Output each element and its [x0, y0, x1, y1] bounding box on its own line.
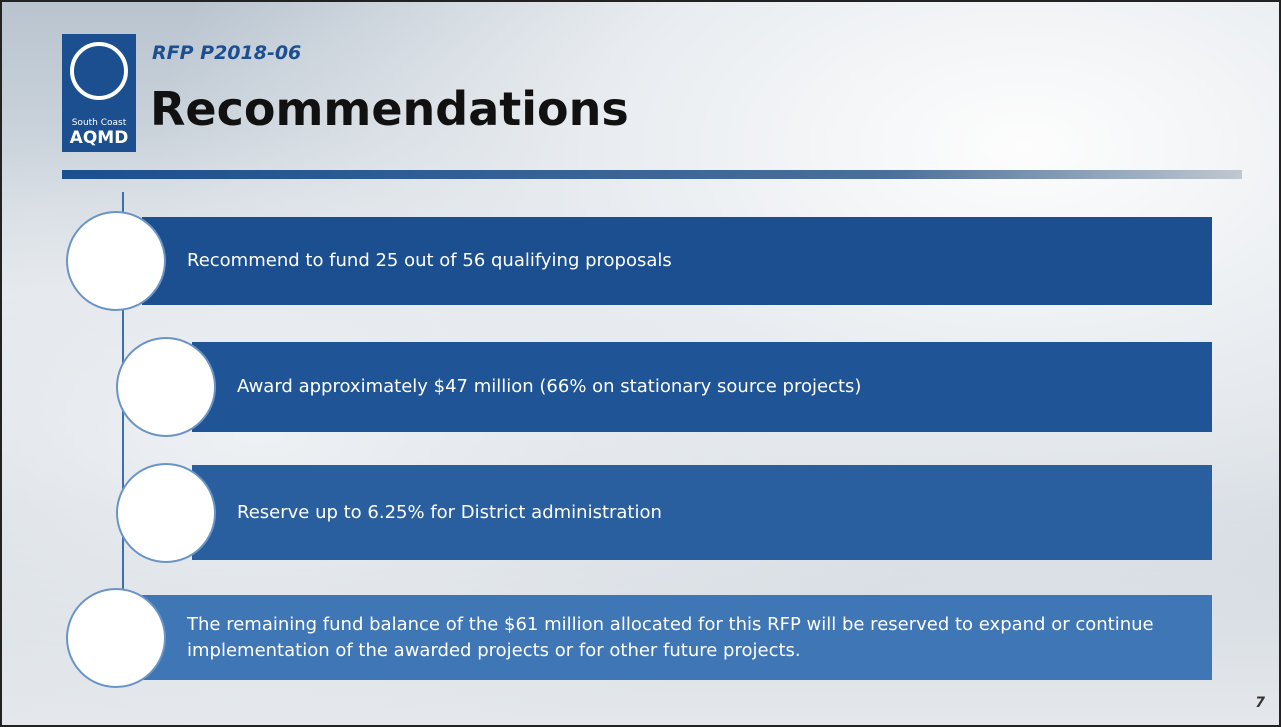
item-text: Reserve up to 6.25% for District adminis…	[237, 501, 662, 523]
item-circle	[116, 337, 216, 437]
item-text: The remaining fund balance of the $61 mi…	[187, 614, 1154, 661]
rule	[62, 170, 1242, 179]
logo-abbr: AQMD	[69, 128, 129, 148]
subtitle: RFP P2018-06	[152, 42, 302, 64]
logo: South Coast AQMD	[62, 34, 136, 152]
item-circle	[116, 462, 216, 563]
item-text: Recommend to fund 25 out of 56 qualifyin…	[187, 250, 672, 272]
item-bar: Reserve up to 6.25% for District adminis…	[192, 465, 1212, 560]
spine	[122, 192, 124, 687]
logo-text: South Coast	[71, 118, 127, 128]
item-circle	[66, 211, 166, 311]
item-bar: Recommend to fund 25 out of 56 qualifyin…	[142, 217, 1212, 305]
item-circle	[66, 587, 166, 688]
page-number: 7	[1255, 695, 1265, 711]
title: Recommendations	[150, 82, 629, 136]
item-bar: Award approximately $47 million (66% on …	[192, 342, 1212, 432]
item-text: Award approximately $47 million (66% on …	[237, 376, 862, 398]
item-bar: The remaining fund balance of the $61 mi…	[142, 595, 1212, 680]
